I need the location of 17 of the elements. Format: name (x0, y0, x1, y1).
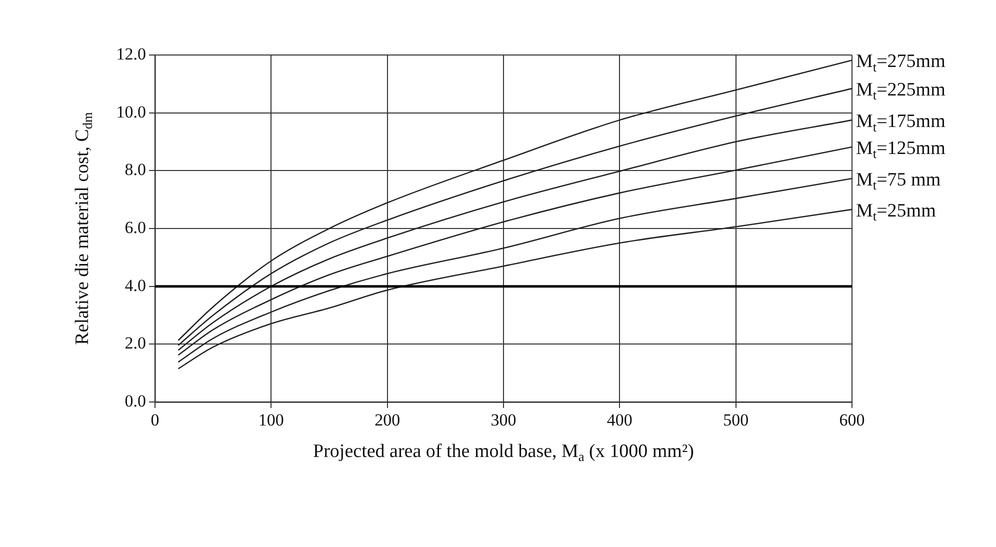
x-tick-label: 400 (606, 410, 632, 430)
line-series (178, 178, 852, 363)
x-tick-label: 600 (839, 410, 865, 430)
y-tick-label: 8.0 (124, 160, 146, 180)
y-tick-label: 2.0 (124, 334, 146, 353)
y-axis-title: Relative die material cost, Cdm (72, 111, 96, 345)
y-tick-label: 6.0 (124, 218, 146, 237)
x-tick-label: 300 (490, 410, 516, 430)
y-tick-label: 4.0 (124, 276, 146, 295)
x-tick-label: 500 (723, 410, 749, 430)
x-tick-label: 0 (150, 410, 160, 430)
y-tick-label: 12.0 (116, 44, 146, 64)
y-tick-label: 10.0 (116, 102, 146, 122)
x-tick-label: 200 (374, 410, 400, 430)
y-tick-label: 0.0 (124, 391, 146, 410)
line-series (178, 208, 852, 370)
x-tick-label: 100 (258, 410, 284, 430)
